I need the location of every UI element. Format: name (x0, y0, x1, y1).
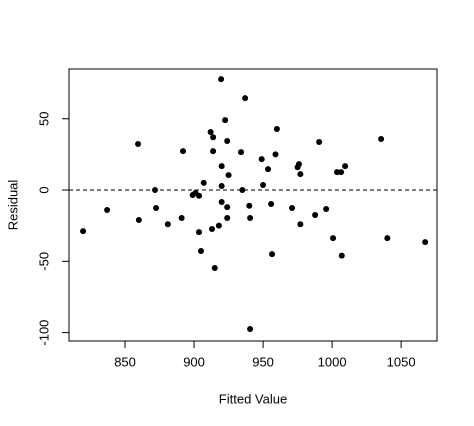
point (224, 204, 231, 211)
x-tick-label: 1000 (318, 354, 347, 369)
y-tick-label: 50 (36, 112, 51, 126)
point (211, 265, 218, 272)
point (295, 161, 302, 168)
point (218, 183, 225, 190)
y-tick-label: -100 (36, 320, 51, 346)
y-axis-label: Residual (5, 180, 20, 231)
point (218, 163, 225, 170)
point (218, 199, 225, 206)
point (237, 149, 244, 156)
plot-frame (68, 68, 438, 342)
point (330, 235, 337, 242)
point (178, 214, 185, 221)
point (104, 206, 111, 213)
point (210, 134, 217, 141)
point (196, 229, 203, 236)
point (224, 214, 231, 221)
point (210, 148, 217, 155)
point (269, 251, 276, 258)
point (135, 140, 142, 147)
point (151, 187, 158, 194)
point (289, 204, 296, 211)
point (197, 248, 204, 255)
point (209, 225, 216, 232)
point (260, 182, 267, 189)
point (153, 204, 160, 211)
point (342, 163, 349, 170)
point (215, 222, 222, 229)
point (135, 216, 142, 223)
point (207, 129, 214, 136)
point (384, 235, 391, 242)
point (323, 205, 330, 212)
point (265, 166, 272, 173)
point (225, 172, 232, 179)
point (196, 192, 203, 199)
point (297, 221, 304, 228)
point (338, 252, 345, 259)
point (258, 156, 265, 163)
point (316, 138, 323, 145)
point (247, 214, 254, 221)
point (200, 179, 207, 186)
x-tick-label: 850 (114, 354, 136, 369)
point (268, 201, 275, 208)
point (180, 148, 187, 155)
point (239, 187, 246, 194)
point (164, 221, 171, 228)
point (80, 228, 87, 235)
point (378, 135, 385, 142)
point (338, 169, 345, 176)
point (247, 326, 254, 333)
point (224, 137, 231, 144)
point (246, 202, 253, 209)
point (242, 95, 249, 102)
x-axis-label: Fitted Value (219, 391, 287, 406)
point (272, 151, 279, 158)
x-tick-label: 900 (183, 354, 205, 369)
y-tick-label: -50 (36, 252, 51, 271)
point (218, 76, 225, 83)
point (297, 171, 304, 178)
point (273, 126, 280, 133)
x-tick-label: 1050 (387, 354, 416, 369)
point (422, 239, 429, 246)
point (222, 117, 229, 124)
x-tick-label: 950 (252, 354, 274, 369)
y-tick-label: 0 (36, 186, 51, 193)
point (312, 211, 319, 218)
